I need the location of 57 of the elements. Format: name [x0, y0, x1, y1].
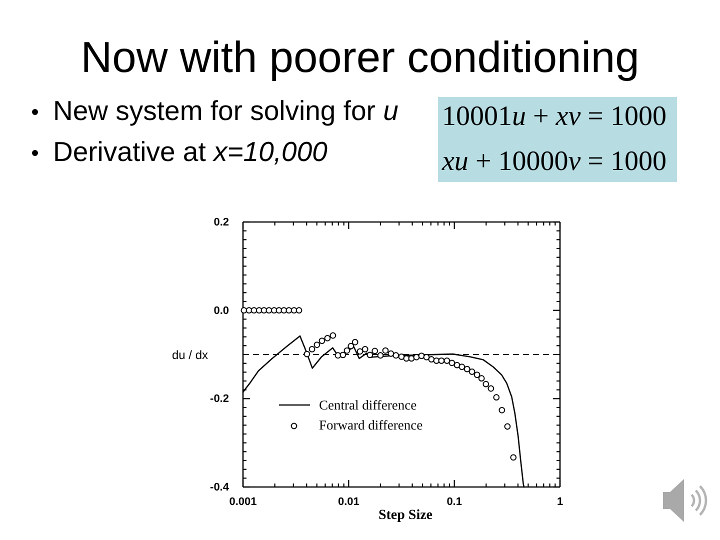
point: [418, 352, 425, 360]
point: [488, 385, 494, 392]
point: [438, 357, 445, 364]
point: [276, 307, 282, 314]
point: [504, 423, 511, 430]
x-tick-label: 0.1: [446, 496, 462, 508]
point: [448, 360, 456, 366]
point: [454, 362, 460, 368]
point: [408, 355, 415, 362]
legend-label: Forward difference: [319, 418, 423, 432]
point: [498, 406, 506, 414]
point: [356, 348, 364, 355]
point: [433, 357, 440, 364]
point: [352, 338, 358, 346]
x-tick-label: 0.001: [229, 496, 257, 508]
point: [482, 380, 490, 388]
x-tick-label: 1: [556, 496, 564, 508]
point: [366, 352, 374, 358]
point: [266, 307, 272, 314]
point: [348, 342, 354, 350]
point: [510, 454, 517, 461]
point: [388, 350, 394, 357]
point: [296, 307, 302, 314]
point: [260, 307, 268, 314]
point: [362, 346, 368, 352]
point: [428, 356, 435, 363]
text: 10001u + xv = 1000: [442, 101, 666, 132]
point: [444, 357, 450, 364]
point: [377, 352, 384, 359]
y-tick-label: -0.2: [210, 393, 229, 406]
point: [474, 372, 480, 378]
point: [250, 307, 258, 314]
point: [240, 307, 248, 314]
point: [493, 394, 500, 401]
text: xu + 10000v = 1000: [441, 146, 666, 177]
point: [458, 364, 466, 370]
point: [246, 307, 252, 314]
y-tick-label: -0.4: [210, 482, 230, 494]
point: [382, 347, 389, 354]
point: [398, 354, 405, 360]
y-tick-label: 0.2: [214, 216, 229, 229]
point: [290, 307, 298, 314]
point: [280, 307, 288, 314]
x-axis-title: Step Size: [378, 508, 433, 523]
y-tick-label: 0.0: [214, 304, 229, 317]
point: [468, 368, 476, 375]
chart-title: Now with poorer conditioning: [80, 34, 640, 82]
x-tick-label: 0.01: [338, 496, 360, 508]
point: [286, 307, 292, 314]
point: [372, 348, 378, 354]
point: [392, 352, 400, 359]
point: [478, 375, 485, 382]
text: New system for solving for u: [53, 95, 398, 126]
text: Derivative at x=10,000: [53, 136, 328, 167]
y-axis-title: du / dx: [172, 348, 208, 362]
legend-label: Central difference: [319, 398, 417, 412]
point: [464, 366, 470, 372]
